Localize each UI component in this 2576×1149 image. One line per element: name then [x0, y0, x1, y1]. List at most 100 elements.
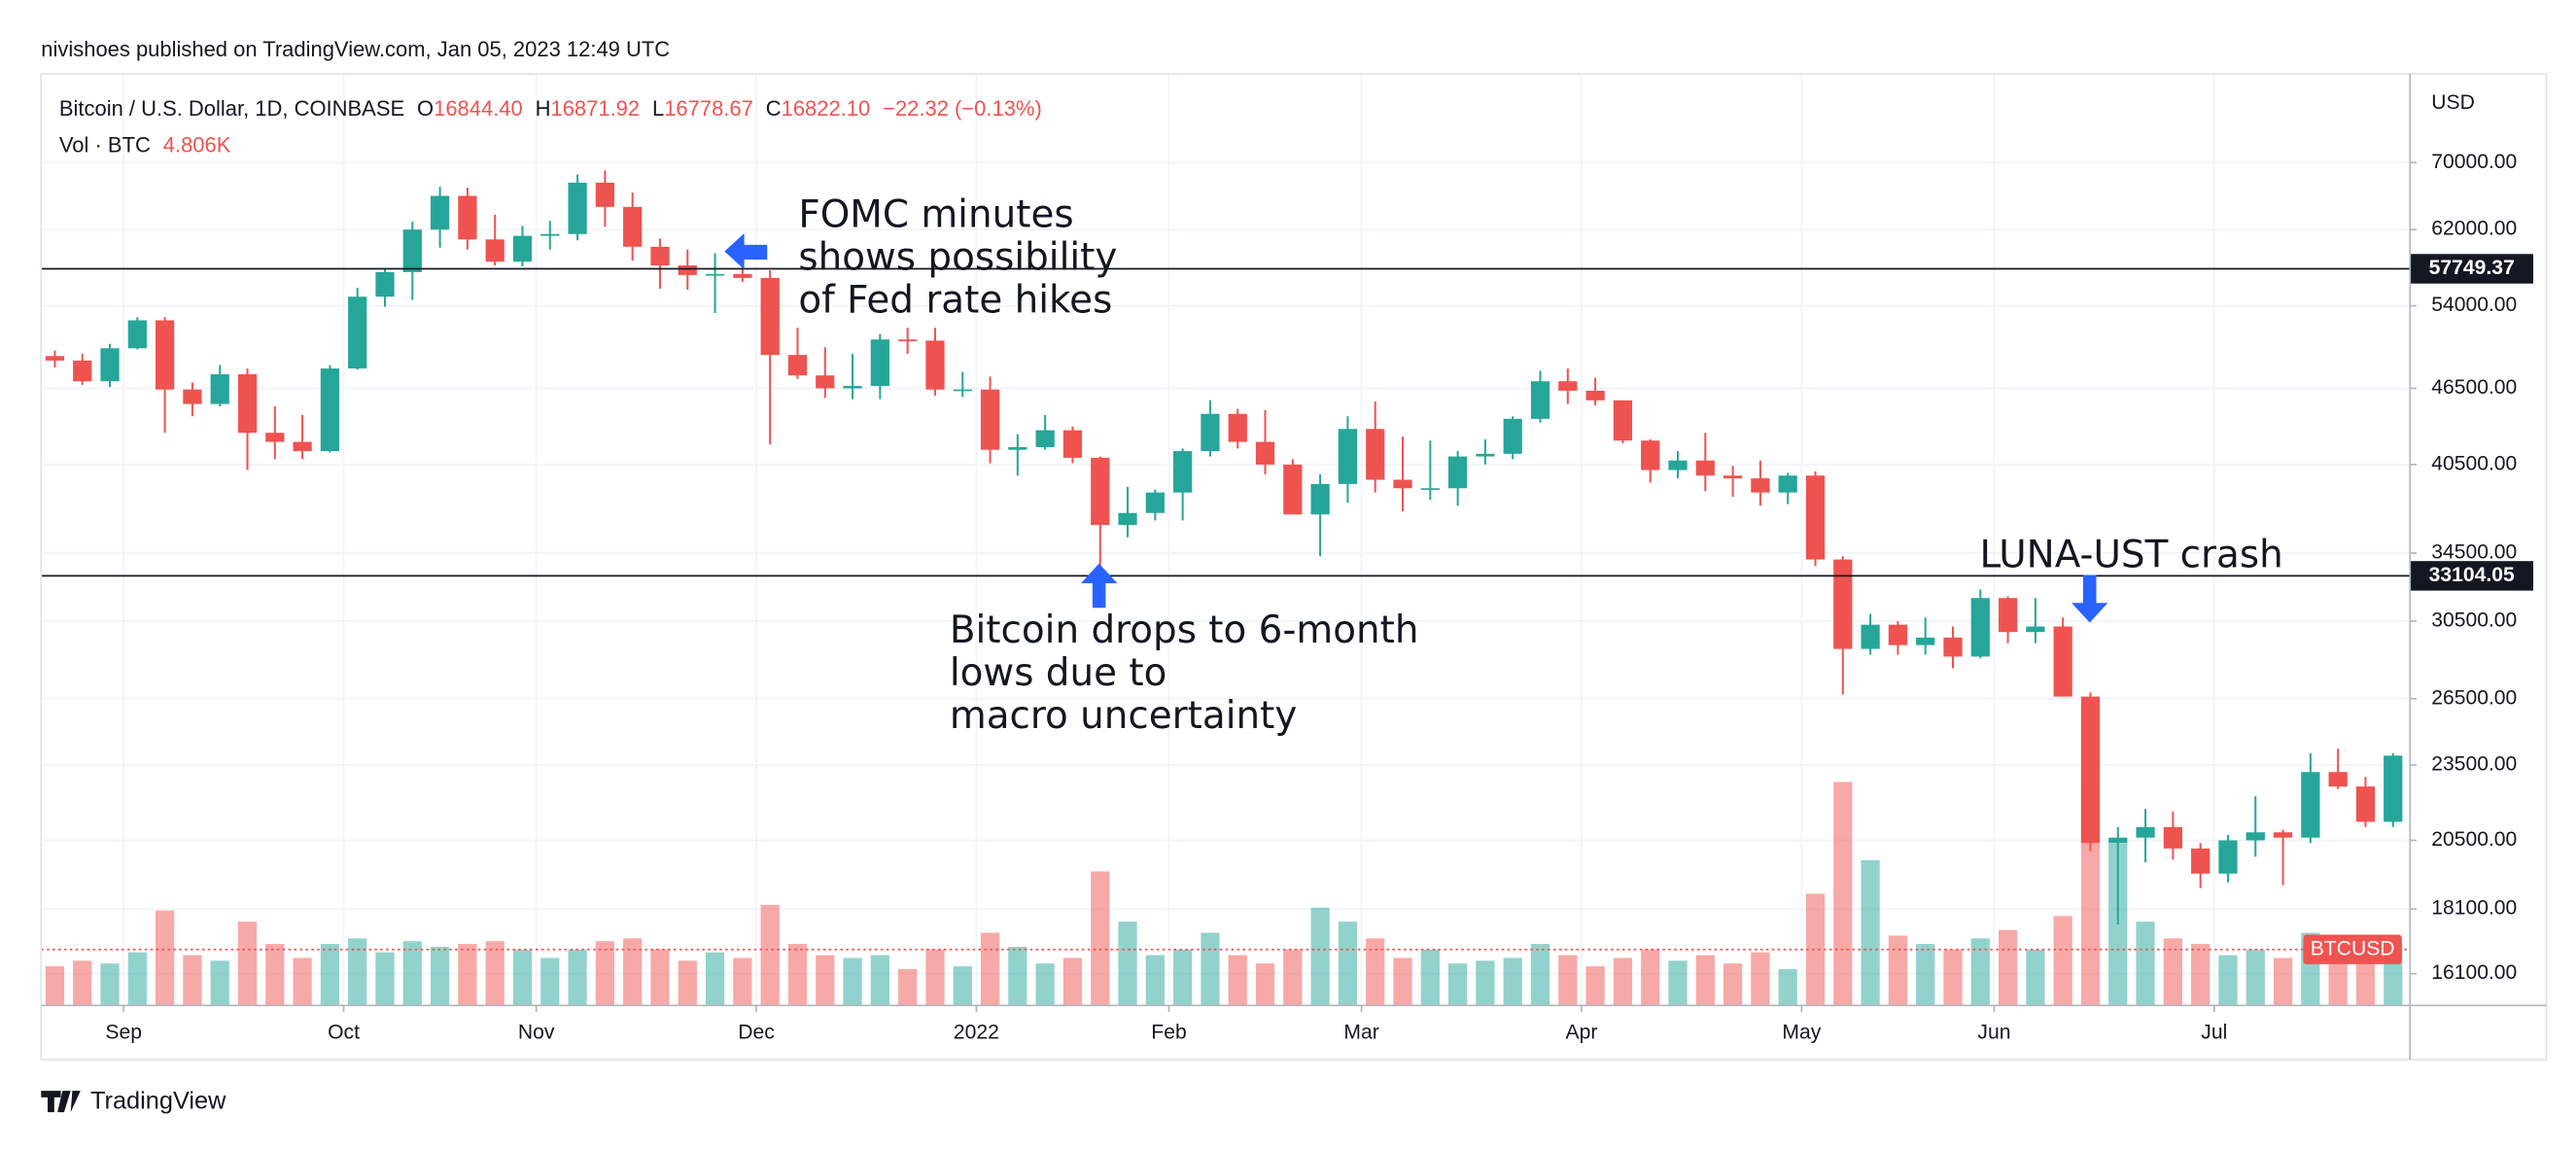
candle-body	[1641, 440, 1660, 470]
volume-bar	[870, 955, 889, 1006]
volume-bar	[1585, 966, 1605, 1006]
candle-body	[1916, 637, 1935, 645]
volume-name: Vol · BTC	[59, 132, 151, 157]
volume-bar	[1255, 963, 1275, 1006]
annotation-text: LUNA-UST crash	[1979, 533, 2282, 576]
candle-body	[1778, 475, 1797, 493]
candle-body	[1585, 390, 1605, 400]
volume-bar	[1751, 952, 1770, 1006]
volume-bar	[816, 955, 835, 1006]
volume-bar	[1943, 949, 1963, 1006]
volume-bar	[183, 955, 202, 1006]
candle-body	[1695, 460, 1715, 476]
x-tick-label: Dec	[738, 1022, 775, 1044]
last-price-label: BTCUSD	[2311, 937, 2395, 959]
candle-body	[1366, 429, 1385, 480]
frame	[40, 73, 2548, 1061]
volume-bar	[733, 958, 752, 1006]
volume-bar	[210, 960, 229, 1006]
candle-body	[2355, 786, 2376, 822]
last-price-box	[2303, 934, 2402, 964]
candle-body	[2136, 826, 2155, 838]
x-tick-label: Oct	[328, 1022, 360, 1044]
overlay-layer: 57749.37 33104.05 BTCUSD FOMC minutesshows …	[41, 193, 2534, 964]
x-tick-label: Sep	[105, 1022, 142, 1044]
x-tick-label: Apr	[1566, 1022, 1598, 1044]
price-label-box	[2410, 254, 2534, 284]
candle-body	[1283, 464, 1303, 515]
x-tick-label: Nov	[518, 1022, 555, 1044]
candle-body	[1970, 598, 1990, 657]
candle-body	[348, 296, 367, 369]
candle-body	[1035, 430, 1055, 447]
volume-bar	[73, 960, 92, 1006]
candle-body	[1558, 381, 1578, 391]
volume-bar	[1201, 932, 1220, 1006]
volume-bar	[1805, 893, 1826, 1006]
volume-bar	[925, 949, 945, 1006]
candle-body	[320, 368, 340, 452]
candle-body	[568, 182, 587, 234]
volume-bar	[127, 952, 147, 1006]
candle-body	[2301, 772, 2320, 838]
candle-body	[623, 206, 643, 247]
x-tick-label: Feb	[1151, 1022, 1186, 1044]
annotation-text: lows due to	[950, 651, 1167, 695]
y-tick-label: 16100.00	[2431, 961, 2517, 984]
candle-body	[870, 339, 889, 387]
volume-bar	[1145, 955, 1165, 1006]
candle-layer	[45, 170, 2403, 925]
change: −22.32 (−0.13%)	[883, 96, 1042, 121]
volume-bar	[1366, 938, 1385, 1006]
volume-bar	[320, 944, 340, 1006]
volume-bar	[980, 932, 1000, 1006]
publisher: nivishoes published on TradingView.com, …	[41, 37, 670, 61]
candle-body	[1448, 456, 1468, 489]
ohlc-value: 16778.67	[664, 96, 753, 121]
y-tick-label: 62000.00	[2431, 218, 2517, 240]
y-tick-label: 23500.00	[2431, 753, 2517, 776]
candle-body	[678, 265, 697, 275]
candle-body	[375, 271, 395, 297]
ohlc-key: H	[536, 96, 551, 121]
volume-bar	[1861, 859, 1880, 1006]
brand: TradingView	[90, 1088, 226, 1115]
arrow-left	[724, 232, 768, 270]
y-tick-label: 30500.00	[2431, 609, 2517, 631]
ohlc-key: C	[766, 96, 782, 121]
volume-bar	[2355, 955, 2376, 1006]
volume-bar	[953, 966, 972, 1006]
candle-body	[1310, 483, 1330, 515]
price-label-box	[2410, 561, 2534, 591]
logo-mark	[41, 1091, 81, 1113]
candle-body	[705, 273, 725, 276]
volume-bar	[1641, 949, 1660, 1006]
volume-bar	[2053, 916, 2072, 1006]
candle-body	[2191, 848, 2210, 874]
candle-body	[816, 375, 835, 389]
volume-bar	[1970, 938, 1990, 1006]
y-tick-label: 70000.00	[2431, 151, 2517, 173]
volume-bar	[898, 968, 918, 1006]
volume-bar	[1173, 949, 1193, 1006]
candle-body	[1668, 460, 1688, 470]
volume-legend: Vol · BTC 4.806K	[59, 132, 231, 157]
volume-bar	[2245, 949, 2265, 1006]
volume-bar	[2026, 949, 2045, 1006]
volume-bar	[1393, 958, 1412, 1006]
volume-bar	[1338, 922, 1358, 1006]
volume-bar	[1310, 907, 1330, 1006]
volume-bar	[540, 958, 560, 1006]
ohlc-value: 16822.10	[782, 96, 871, 121]
volume-bar	[2218, 955, 2238, 1006]
x-tick-label: 2022	[954, 1022, 999, 1044]
legend-line: Bitcoin / U.S. Dollar, 1D, COINBASE O168…	[59, 96, 1042, 121]
y-tick-label: 34500.00	[2431, 541, 2517, 564]
candle-body	[237, 374, 258, 434]
candle-body	[953, 389, 972, 392]
volume-bar	[458, 944, 477, 1006]
candle-body	[540, 233, 560, 236]
candle-body	[100, 348, 120, 382]
volume-bar	[2273, 958, 2293, 1006]
